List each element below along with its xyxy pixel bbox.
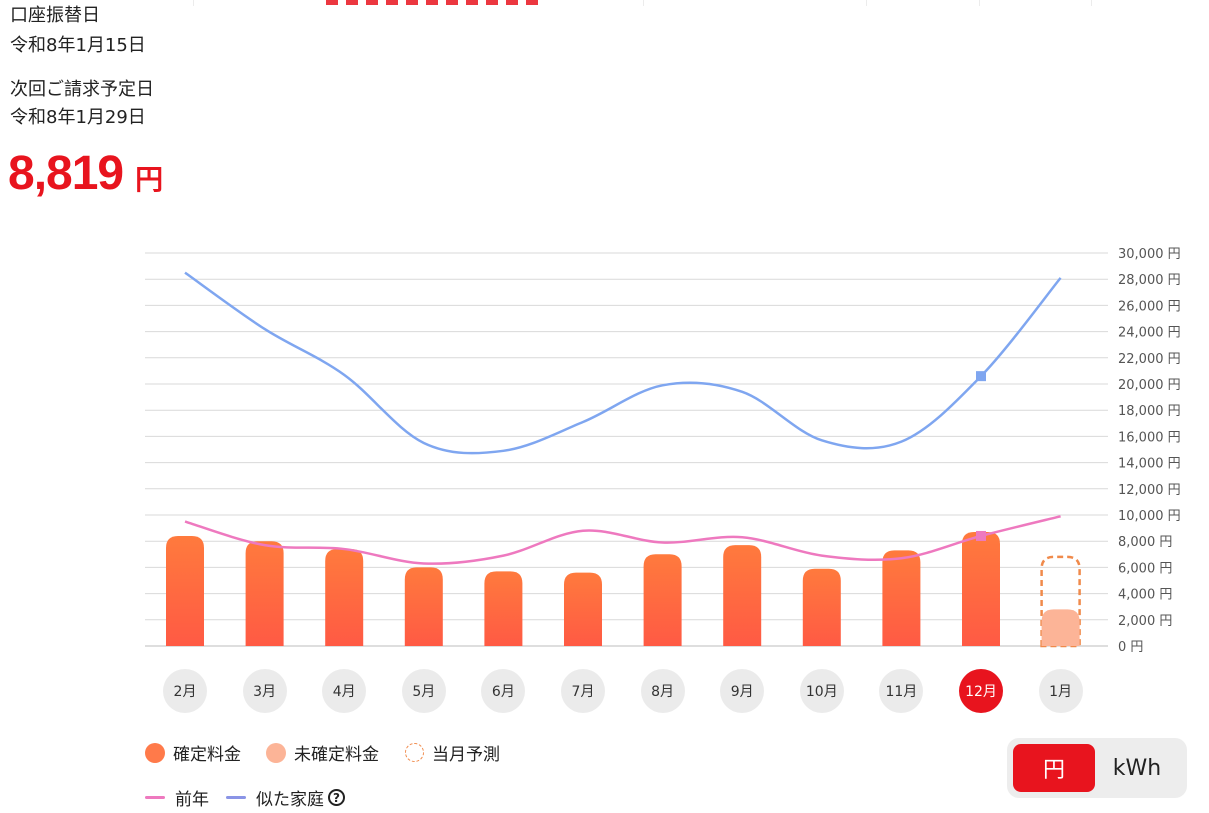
unit-toggle: 円 kWh [1007,738,1187,798]
month-tab-6[interactable]: 7月 [561,669,605,713]
y-tick-label: 30,000 円 [1118,247,1181,262]
transfer-date: 令和8年1月15日 [10,35,146,56]
legend-previous-year: 前年 [145,785,209,810]
legend-similar-home-label: 似た家庭 [256,790,324,810]
legend-pending: 未確定料金 [266,740,379,765]
legend-forecast: 当月予測 [405,740,500,765]
y-tick-label: 18,000 円 [1118,404,1181,419]
previous-year-line-icon [145,796,165,799]
pending-bar [1041,609,1080,646]
month-tab-7[interactable]: 8月 [640,669,685,713]
y-tick-label: 8,000 円 [1118,535,1172,550]
confirmed-dot-icon [145,742,165,763]
pending-dot-icon [266,742,286,763]
similar-home-line-icon [226,796,246,799]
top-edge-remnant [0,0,1209,6]
month-tab-11[interactable]: 12月 [959,669,1003,713]
month-tab-10[interactable]: 11月 [879,669,924,713]
confirmed-bar [166,535,204,646]
confirmed-bar [484,571,523,646]
month-tab-3[interactable]: 4月 [322,669,367,713]
billing-chart: 0 円 2,000 円 4,000 円 6,000 円 8,000 円 10,000 円 1… [145,247,1181,655]
transfer-label: 口座振替日 [10,5,100,26]
billing-amount-unit: 円 [135,163,164,196]
y-tick-label: 0 円 [1118,640,1143,655]
legend-forecast-label: 当月予測 [432,745,500,765]
month-tab-9[interactable]: 10月 [799,669,844,713]
confirmed-bar [882,550,921,646]
y-tick-label: 12,000 円 [1118,483,1181,498]
month-tab-12[interactable]: 1月 [1038,669,1083,713]
legend-confirmed-label: 確定料金 [173,745,241,765]
confirmed-bar [564,572,602,646]
month-tab-5[interactable]: 6月 [481,669,526,713]
similar-home-marker [976,371,986,382]
y-tick-label: 10,000 円 [1118,509,1181,524]
previous-year-marker [976,530,986,541]
unit-yen-button[interactable]: 円 [1013,744,1095,792]
month-tab-2[interactable]: 3月 [242,669,287,713]
y-tick-label: 28,000 円 [1118,273,1181,288]
y-tick-label: 26,000 円 [1118,299,1181,314]
y-tick-label: 6,000 円 [1118,561,1172,576]
confirmed-bar [325,549,364,646]
cropped-heading-remnant [326,0,546,5]
y-tick-label: 2,000 円 [1118,614,1172,629]
confirmed-bar [723,545,762,646]
month-tab-1[interactable]: 2月 [163,669,207,713]
previous-year-line [184,515,1061,565]
legend-similar-home: 似た家庭 ? [226,785,345,810]
month-tab-4[interactable]: 5月 [401,669,446,713]
y-tick-label: 22,000 円 [1118,352,1181,367]
confirmed-bar [802,568,841,646]
legend-confirmed: 確定料金 [145,740,241,765]
y-tick-label: 16,000 円 [1118,430,1181,445]
billing-amount: 8,819 円 [8,140,163,208]
question-circle-icon[interactable]: ? [328,789,345,806]
next-billing-label: 次回ご請求予定日 [10,79,154,100]
confirmed-bar [404,567,443,646]
y-tick-label: 24,000 円 [1118,326,1181,341]
next-billing-date: 令和8年1月29日 [10,107,146,128]
y-tick-label: 14,000 円 [1118,457,1181,472]
unit-kwh-button[interactable]: kWh [1112,755,1162,781]
forecast-bar [1040,555,1081,648]
confirmed-bar [643,554,682,646]
forecast-dashed-circle-icon [405,743,424,762]
legend-pending-label: 未確定料金 [294,745,379,765]
y-tick-label: 20,000 円 [1118,378,1181,393]
legend-previous-year-label: 前年 [175,790,209,810]
similar-home-line [184,271,1062,455]
confirmed-bar [962,532,1000,646]
billing-amount-value: 8,819 [8,147,124,200]
month-tab-8[interactable]: 9月 [720,669,765,713]
y-tick-label: 4,000 円 [1118,588,1172,603]
confirmed-bar [245,541,284,646]
